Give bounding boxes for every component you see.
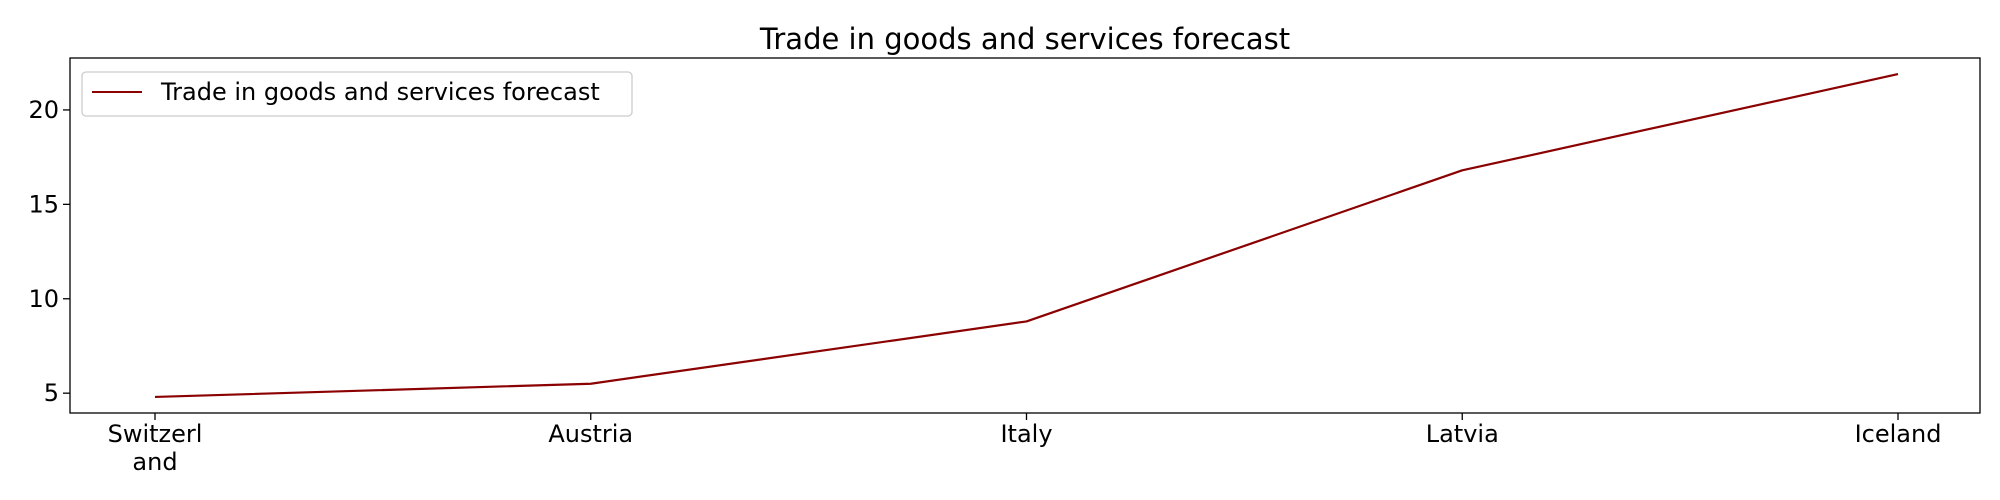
legend-box xyxy=(81,71,633,117)
x-tick-label: Austria xyxy=(548,420,633,448)
plot-area-frame xyxy=(69,57,1981,414)
y-tick-label: 10 xyxy=(28,285,59,313)
x-axis: Switzerl and Austria Italy Latvia Iceland xyxy=(108,413,1942,476)
x-tick-label: Iceland xyxy=(1855,420,1942,448)
series-layer xyxy=(154,72,1899,399)
x-tick-label: Italy xyxy=(1000,420,1052,448)
x-tick-label: Latvia xyxy=(1426,420,1499,448)
x-tick-label: Switzerl and xyxy=(108,420,203,476)
chart-title: Trade in goods and services forecast xyxy=(759,22,1290,56)
y-tick-label: 20 xyxy=(28,96,59,124)
y-axis: 5 10 15 20 xyxy=(28,96,70,407)
legend: Trade in goods and services forecast xyxy=(81,71,633,117)
y-tick-label: 5 xyxy=(44,379,59,407)
y-tick-label: 15 xyxy=(28,190,59,218)
legend-label: Trade in goods and services forecast xyxy=(160,78,600,106)
series-line xyxy=(154,72,1899,399)
